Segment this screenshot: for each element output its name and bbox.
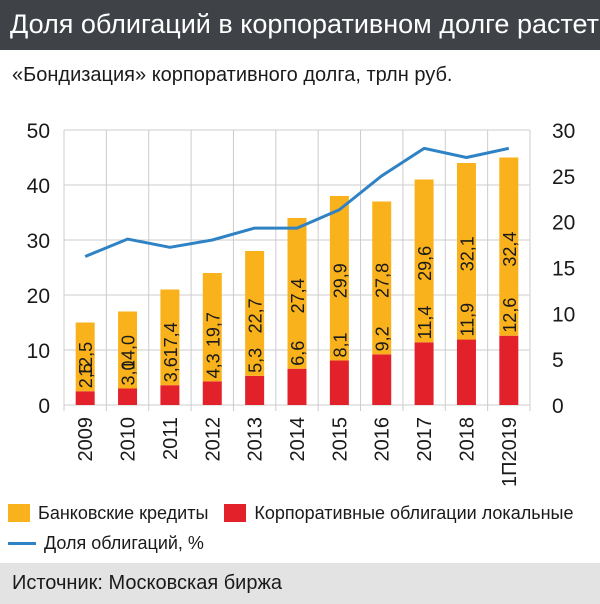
x-tick-label: 2013 — [245, 417, 267, 462]
data-label-bank-loans: 27,4 — [288, 278, 308, 313]
bar-corporate-bonds — [414, 342, 434, 405]
y-left-tick-label: 40 — [27, 175, 50, 198]
x-tick-label: 2010 — [118, 417, 140, 462]
x-tick-label: 2018 — [456, 417, 478, 462]
bar-bank-loans — [202, 273, 222, 382]
y-right-tick-label: 0 — [552, 395, 564, 418]
x-tick-label: 2014 — [287, 417, 309, 462]
legend: Банковские кредиты Корпоративные облигац… — [8, 498, 573, 558]
bar-bank-loans — [160, 289, 180, 386]
bar-bank-loans — [245, 251, 265, 376]
data-label-bank-loans: 12,5 — [76, 342, 96, 377]
bond-share-chart: 0 10 20 30 40 50 0 5 10 15 20 25 30 2,512,5 3,014,0 3,6… — [27, 120, 576, 487]
bar-corporate-bonds — [329, 360, 349, 405]
y-left-tick-label: 10 — [27, 340, 50, 363]
legend-label-bank-loans: Банковские кредиты — [38, 502, 209, 523]
y-left-tick-label: 20 — [27, 285, 50, 308]
bar-bank-loans — [287, 218, 307, 369]
bar-corporate-bonds — [245, 375, 265, 405]
bar-corporate-bonds — [372, 354, 392, 405]
bar-bank-loans — [118, 311, 138, 389]
source-bar: Источник: Московская биржа — [0, 563, 600, 604]
legend-row-line: Доля облигаций, % — [8, 528, 573, 558]
y-left-tick-label: 30 — [27, 230, 50, 253]
data-label-corporate-bonds: 3,0 — [119, 360, 139, 385]
y-left-tick-label: 50 — [27, 120, 50, 143]
data-label-bank-loans: 32,4 — [500, 232, 520, 267]
data-label-corporate-bonds: 3,6 — [161, 357, 181, 382]
data-label-corporate-bonds: 9,2 — [373, 326, 393, 351]
data-label-corporate-bonds: 11,4 — [415, 306, 435, 340]
data-label-bank-loans: 17,4 — [161, 322, 181, 357]
chart-subtitle: «Бондизация» корпоративного долга, трлн … — [12, 64, 453, 86]
bar-bank-loans — [329, 196, 349, 361]
x-tick-label: 2017 — [414, 417, 436, 462]
bar-corporate-bonds — [202, 381, 222, 405]
bar-corporate-bonds — [75, 391, 95, 405]
data-label-bank-loans: 19,7 — [203, 312, 223, 347]
y-right-tick-label: 10 — [552, 303, 575, 326]
chart-title: Доля облигаций в корпоративном долге рас… — [10, 9, 600, 39]
data-label-bank-loans: 14,0 — [119, 335, 139, 370]
bar-corporate-bonds — [499, 335, 519, 405]
y-right-tick-label: 15 — [552, 258, 575, 281]
legend-swatch-bank-loans — [8, 504, 30, 522]
y-right-tick-label: 5 — [552, 349, 564, 372]
data-label-corporate-bonds: 8,1 — [330, 332, 350, 357]
bar-bank-loans — [456, 163, 476, 340]
bar-corporate-bonds — [118, 388, 138, 405]
y-left-tick-label: 0 — [38, 395, 50, 418]
x-tick-label: 2009 — [75, 417, 97, 462]
x-tick-label: 1П2019 — [499, 417, 521, 487]
data-label-corporate-bonds: 6,6 — [288, 341, 308, 366]
data-label-corporate-bonds: 4,3 — [203, 353, 223, 378]
data-label-bank-loans: 29,6 — [415, 246, 435, 281]
bar-bank-loans — [372, 201, 392, 355]
y-right-tick-label: 25 — [552, 166, 575, 189]
bar-bank-loans — [75, 322, 95, 392]
data-label-bank-loans: 29,9 — [330, 263, 350, 298]
data-label-bank-loans: 32,1 — [457, 236, 477, 271]
bar-corporate-bonds — [456, 339, 476, 405]
bar-bank-loans — [499, 157, 519, 336]
legend-swatch-bond-share — [8, 541, 36, 545]
x-tick-label: 2015 — [329, 417, 351, 462]
y-right-tick-label: 20 — [552, 212, 575, 235]
data-label-bank-loans: 27,8 — [373, 263, 393, 298]
series-line-bond-share — [84, 146, 510, 258]
x-tick-label: 2016 — [372, 417, 394, 462]
title-bar: Доля облигаций в корпоративном долге рас… — [0, 0, 600, 50]
data-label-corporate-bonds: 2,5 — [76, 363, 96, 388]
data-label-corporate-bonds: 11,9 — [457, 303, 477, 337]
data-label-bank-loans: 22,7 — [246, 298, 266, 333]
bar-corporate-bonds — [160, 385, 180, 405]
bar-bank-loans — [414, 179, 434, 343]
y-right-tick-label: 30 — [552, 120, 575, 143]
x-tick-label: 2012 — [202, 417, 224, 462]
x-tick-label: 2011 — [160, 417, 182, 460]
legend-swatch-corporate-bonds — [224, 504, 247, 522]
bar-corporate-bonds — [287, 368, 307, 405]
legend-row-bars: Банковские кредиты Корпоративные облигац… — [8, 498, 573, 528]
legend-label-bond-share: Доля облигаций, % — [44, 532, 204, 553]
source-text: Источник: Московская биржа — [12, 572, 282, 594]
legend-label-corporate-bonds: Корпоративные облигации локальные — [254, 502, 574, 523]
data-label-corporate-bonds: 5,3 — [246, 348, 266, 373]
data-label-corporate-bonds: 12,6 — [500, 298, 520, 333]
